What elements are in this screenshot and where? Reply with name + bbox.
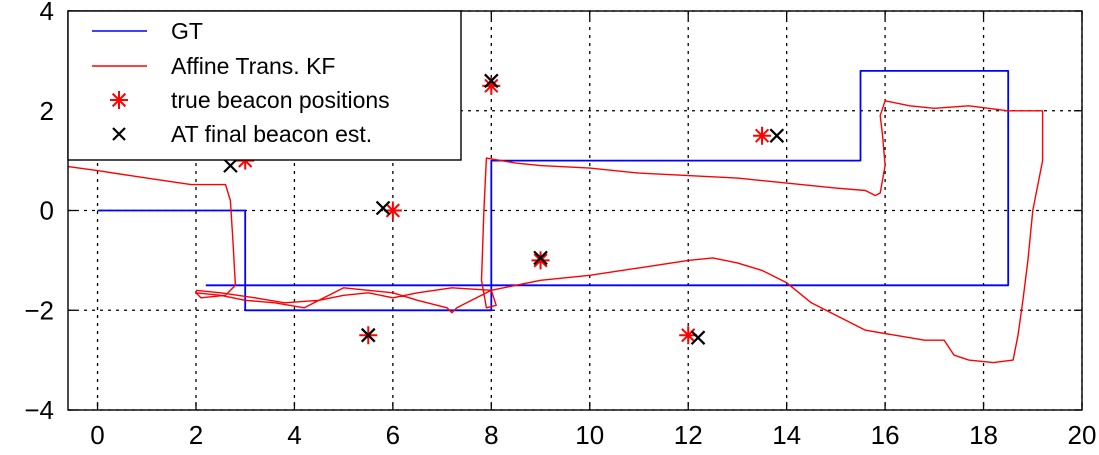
x-tick-label: 16: [871, 420, 900, 450]
y-tick-label: 2: [40, 96, 54, 126]
y-tick-label: −2: [24, 295, 54, 325]
axes-frame: [67, 10, 1083, 411]
x-tick-label: 0: [90, 420, 104, 450]
star-marker: [531, 251, 550, 270]
legend-swatch-x: [112, 127, 126, 141]
x-marker: [533, 250, 548, 266]
x-tick-label: 12: [674, 420, 703, 450]
x-marker: [360, 327, 376, 343]
x-tick-label: 14: [772, 420, 801, 450]
x-tick-label: 20: [1068, 420, 1097, 450]
x-marker: [484, 73, 499, 89]
x-tick-label: 2: [189, 420, 203, 450]
star-marker: [753, 126, 772, 145]
y-tick-label: 4: [40, 0, 54, 26]
legend-label: GT: [171, 18, 203, 44]
x-marker: [769, 128, 785, 143]
legend-label: AT final beacon est.: [171, 121, 372, 147]
legend-label: true beacon positions: [171, 87, 390, 113]
x-tick-labels: 0 2 4 6 8 10 12 14 16 18 20: [90, 420, 1096, 450]
y-tick-label: −4: [24, 395, 54, 425]
legend-swatch-star: [110, 91, 128, 109]
legend-box: [67, 10, 462, 161]
y-tick-label: 0: [40, 196, 54, 226]
series-line-affine-trans-kf: [67, 100, 1044, 364]
x-tick-label: 8: [484, 420, 498, 450]
x-marker: [690, 330, 706, 345]
legend-label: Affine Trans. KF: [171, 53, 335, 79]
legend: GT Affine Trans. KF true beacon positions A…: [67, 10, 462, 161]
y-tick-labels: −4 −2 0 2 4: [24, 0, 54, 425]
x-tick-label: 18: [969, 420, 998, 450]
x-marker: [223, 158, 238, 173]
star-marker: [482, 76, 501, 95]
x-tick-label: 10: [575, 420, 604, 450]
x-marker: [375, 200, 391, 216]
x-tick-label: 6: [386, 420, 400, 450]
x-tick-label: 4: [287, 420, 301, 450]
star-marker: [679, 326, 698, 345]
series-line-gt: [97, 70, 1010, 312]
star-marker: [383, 201, 402, 220]
